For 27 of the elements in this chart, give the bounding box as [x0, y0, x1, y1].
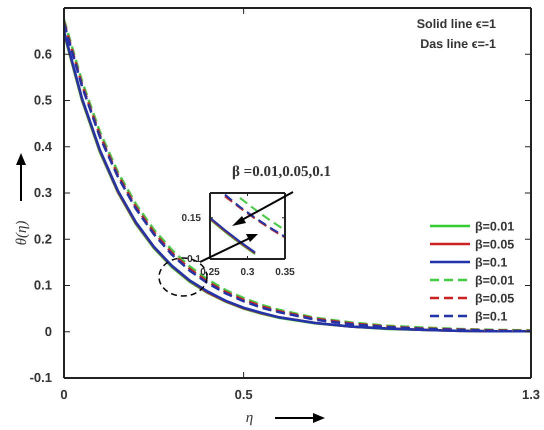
legend-label: β=0.05 — [475, 292, 514, 306]
y-axis-title: θ(η) — [14, 220, 30, 246]
annotation: Das line ϵ=-1 — [420, 37, 496, 51]
x-tick-label: 0.25 — [200, 267, 220, 278]
y-tick-label: -0.1 — [30, 370, 52, 386]
legend-label: β=0.01 — [475, 274, 514, 288]
x-tick-label: 1.3 — [522, 387, 540, 402]
y-tick-label: 0.4 — [34, 138, 53, 154]
legend-label: β=0.01 — [475, 220, 514, 234]
y-tick-label: 0.2 — [34, 231, 52, 246]
y-tick-label: 0.5 — [34, 92, 52, 108]
annotation: β =0.01,0.05,0.1 — [232, 164, 331, 180]
y-tick-label: 0.1 — [187, 254, 202, 266]
y-tick-label: 0.15 — [182, 212, 202, 224]
x-tick-label: 0.3 — [240, 267, 255, 278]
x-axis-title: η — [246, 410, 254, 426]
annotation: Solid line ϵ=1 — [416, 17, 496, 31]
y-tick-label: 0.6 — [34, 46, 52, 62]
y-tick-label: 0.1 — [34, 278, 52, 293]
y-tick-label: 0.3 — [34, 185, 52, 200]
legend-label: β=0.1 — [475, 256, 508, 270]
x-tick-label: 0.5 — [234, 387, 253, 402]
y-tick-label: 0 — [44, 324, 52, 339]
legend-label: β=0.05 — [475, 238, 514, 252]
x-tick-label: 0 — [60, 387, 68, 402]
legend-label: β=0.1 — [475, 310, 508, 324]
x-tick-label: 0.35 — [275, 267, 296, 278]
